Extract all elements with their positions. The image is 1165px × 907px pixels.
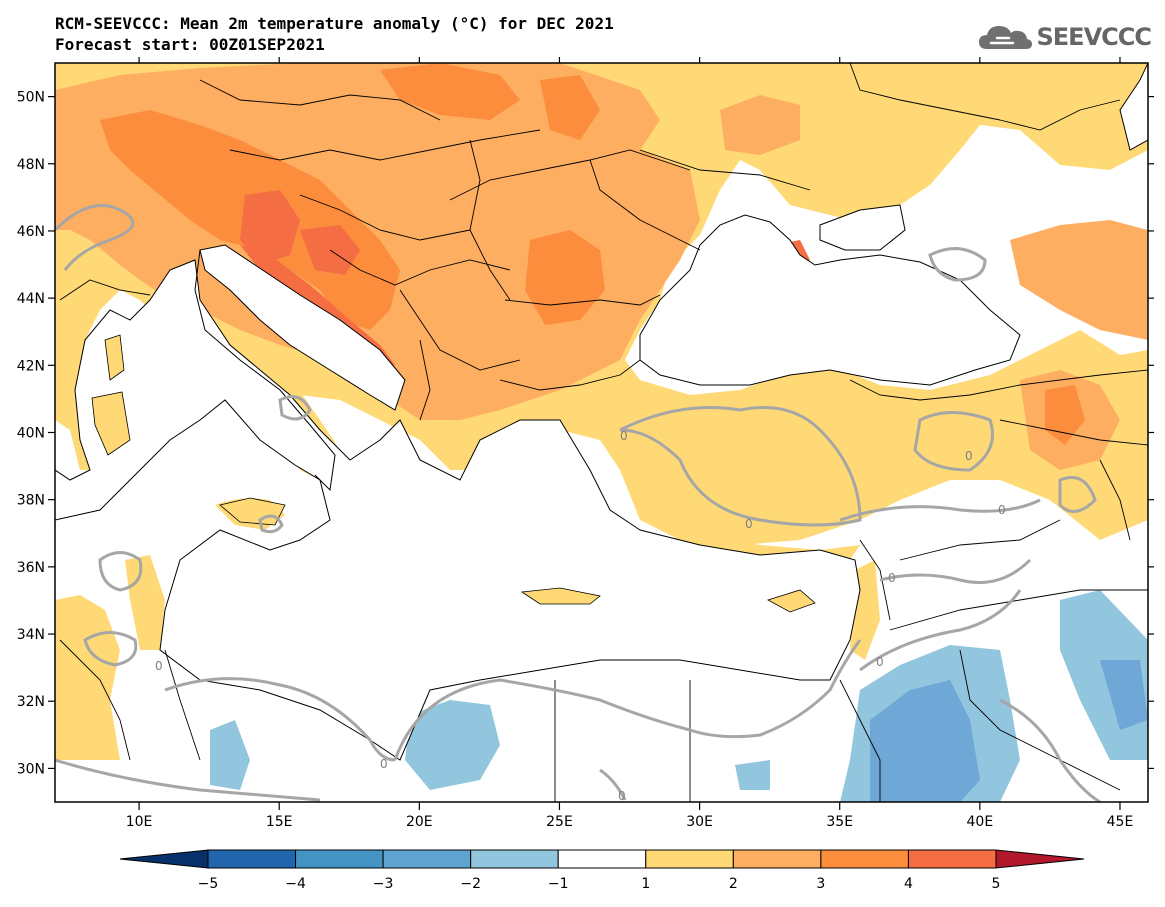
lat-tick-label: 38N xyxy=(17,493,45,509)
lat-tick-label: 50N xyxy=(17,90,45,106)
lat-tick-label: 30N xyxy=(17,761,45,777)
anomaly-band-neg1-neg2-libya xyxy=(405,700,500,790)
colorbar-swatch xyxy=(382,849,472,869)
forecast-start: Forecast start: 00Z01SEP2021 xyxy=(55,35,325,54)
colorbar-swatch xyxy=(645,849,734,869)
lon-tick-label: 20E xyxy=(406,814,433,830)
italy-coast xyxy=(194,249,336,492)
seevccc-logo: SEEVCCC xyxy=(977,21,1152,53)
anomaly-band-neg1-neg2-tunisia xyxy=(210,720,250,790)
colorbar-swatch xyxy=(557,849,647,869)
anomaly-band-neg1-neg2-egypt xyxy=(735,760,770,790)
colorbar-label: −3 xyxy=(373,876,394,892)
colorbar-swatch xyxy=(295,849,384,869)
logo-text: SEEVCCC xyxy=(1036,23,1152,51)
map-title: RCM-SEEVCCC: Mean 2m temperature anomaly… xyxy=(55,14,614,33)
colorbar-label: 5 xyxy=(992,876,1001,892)
map-field: 0 0 0 0 0 0 0 0 0 xyxy=(55,63,1148,803)
crete xyxy=(520,587,601,605)
lon-tick-label: 10E xyxy=(126,814,153,830)
anomaly-band-2-3-ukraine xyxy=(720,95,800,155)
anomaly-band-neg2-neg3-east xyxy=(1100,660,1148,730)
colorbar: −5 −4 −3 −2 −1 1 2 3 4 5 xyxy=(119,849,1085,892)
anomaly-band-3-4-poland xyxy=(540,75,600,140)
colorbar-label: −1 xyxy=(548,876,569,892)
anomaly-band-1-2-africa-w xyxy=(55,595,120,760)
azov-sea xyxy=(819,204,906,251)
zero-contour-label: 0 xyxy=(745,517,753,531)
anomaly-band-4-5 xyxy=(240,190,360,275)
country-borders xyxy=(59,63,1148,802)
anomaly-band-3-4-georgia xyxy=(1045,385,1085,445)
corsica xyxy=(104,334,125,381)
colorbar-label: −5 xyxy=(198,876,219,892)
colorbar-swatch xyxy=(470,849,559,869)
colorbar-label: 2 xyxy=(729,876,738,892)
colorbar-label: 1 xyxy=(641,876,650,892)
lat-tick-label: 34N xyxy=(17,627,45,643)
anomaly-band-1-2-libya xyxy=(125,555,165,650)
lon-tick-label: 25E xyxy=(546,814,573,830)
zero-contour-label: 0 xyxy=(620,429,628,443)
colorbar-label: −2 xyxy=(460,876,481,892)
zero-contour-label: 0 xyxy=(965,449,973,463)
zero-contour-label: 0 xyxy=(888,571,896,585)
anomaly-band-2-3-east xyxy=(1010,220,1148,340)
zero-contour-label: 0 xyxy=(998,503,1006,517)
lat-axis: 50N 48N 46N 44N 42N 40N 38N 36N 34N 32N 30N xyxy=(17,90,1154,777)
lat-tick-label: 32N xyxy=(17,694,45,710)
lon-tick-label: 30E xyxy=(686,814,713,830)
zero-contour-label: 0 xyxy=(876,655,884,669)
zero-contours xyxy=(55,204,1101,802)
colorbar-label: −4 xyxy=(285,876,306,892)
zero-contour-label: 0 xyxy=(155,659,163,673)
cloud-icon xyxy=(978,26,1032,49)
colorbar-swatch xyxy=(207,849,297,869)
lat-tick-label: 48N xyxy=(17,157,45,173)
lon-tick-label: 45E xyxy=(1107,814,1134,830)
lat-tick-label: 46N xyxy=(17,224,45,240)
colorbar-high-extend xyxy=(995,849,1085,869)
lon-axis: 10E 15E 20E 25E 30E 35E 40E 45E xyxy=(126,57,1134,830)
sardinia xyxy=(91,391,131,456)
zero-contour-labels: 0 0 0 0 0 0 0 0 0 xyxy=(155,429,1006,803)
sicily xyxy=(219,497,286,526)
zero-contour-label: 0 xyxy=(618,789,626,803)
zero-contour-label: 0 xyxy=(380,757,388,771)
lon-tick-label: 40E xyxy=(967,814,994,830)
lat-tick-label: 42N xyxy=(17,358,45,374)
anomaly-band-neg2-neg3 xyxy=(870,680,980,802)
anomaly-band-1-2-anatolia xyxy=(760,430,910,500)
lat-tick-label: 40N xyxy=(17,426,45,442)
colorbar-swatch xyxy=(732,849,822,869)
adriatic-sea xyxy=(199,244,406,411)
lat-tick-label: 44N xyxy=(17,291,45,307)
colorbar-swatch xyxy=(907,849,997,869)
colorbar-label: 3 xyxy=(816,876,825,892)
caspian-sea xyxy=(1119,63,1148,151)
anomaly-band-3-4-north xyxy=(380,63,520,120)
colorbar-swatch xyxy=(820,849,909,869)
colorbar-label: 4 xyxy=(904,876,913,892)
colorbar-low-extend xyxy=(119,849,209,869)
mediterranean-sea xyxy=(55,259,861,761)
lon-tick-label: 15E xyxy=(266,814,293,830)
lon-tick-label: 35E xyxy=(826,814,853,830)
lat-tick-label: 36N xyxy=(17,560,45,576)
cyprus xyxy=(766,589,816,613)
